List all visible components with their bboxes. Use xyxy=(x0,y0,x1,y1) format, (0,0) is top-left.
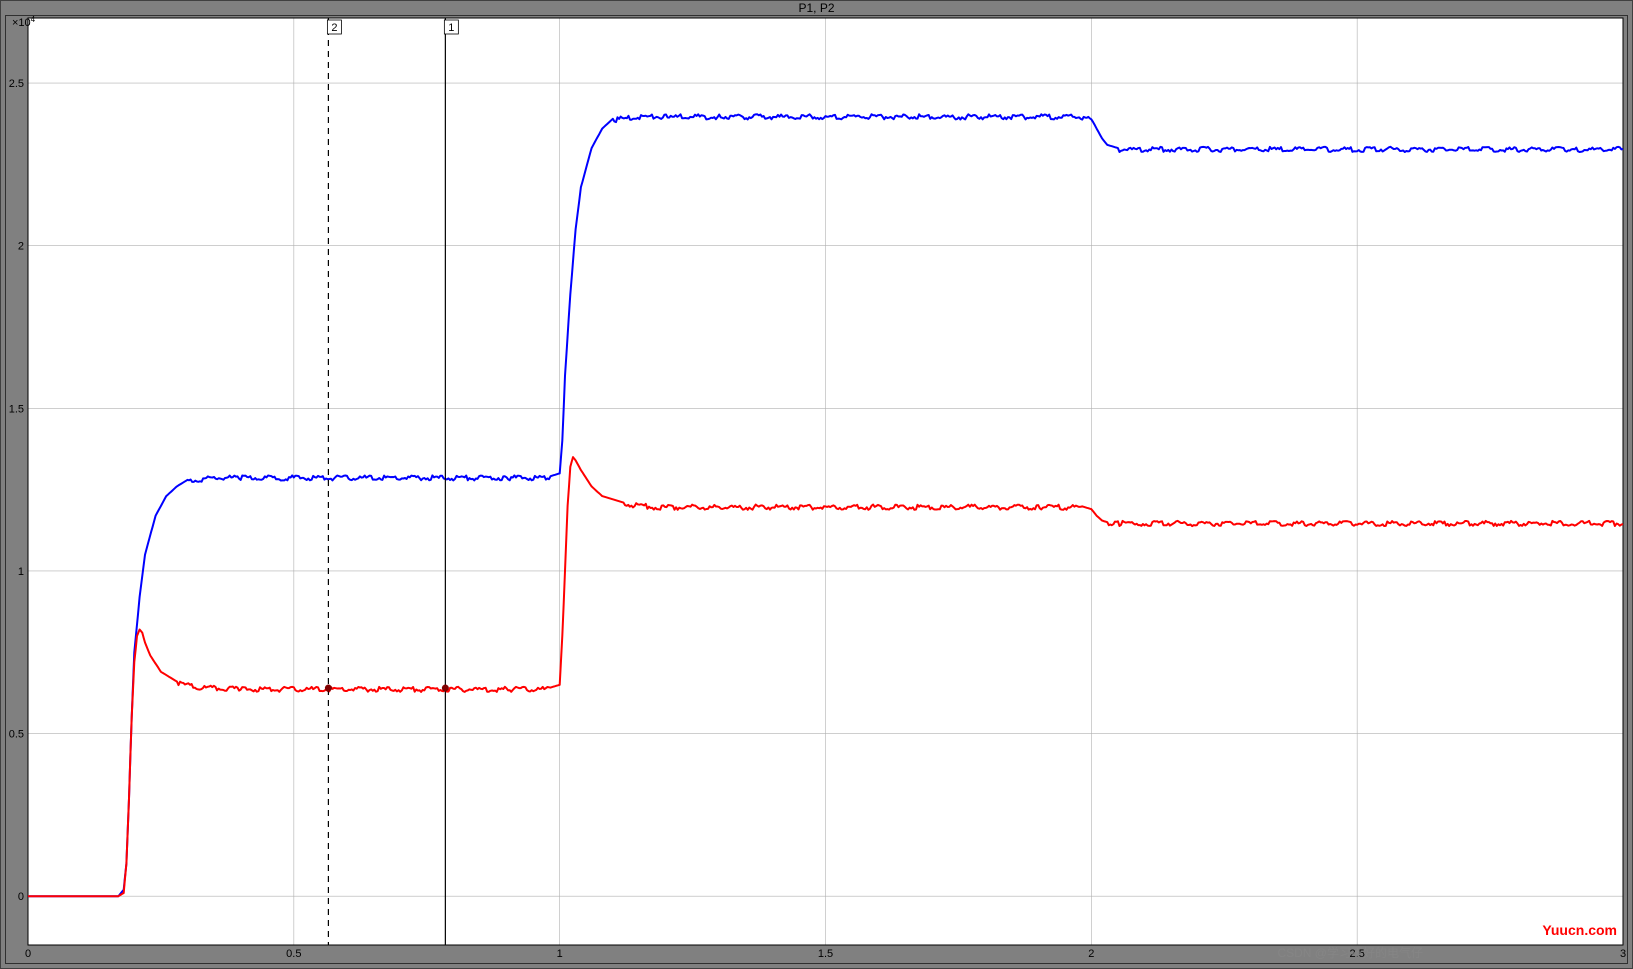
cursor-label-2: 2 xyxy=(331,22,337,34)
cursor-label-1: 1 xyxy=(448,22,454,34)
plot-svg: 00.511.522.5300.511.522.5×10412CSDN @学习不… xyxy=(6,16,1627,963)
x-tick-label: 0 xyxy=(25,948,31,960)
y-tick-label: 2 xyxy=(18,241,24,253)
cursor-marker-1 xyxy=(442,685,449,692)
x-tick-label: 3 xyxy=(1620,948,1626,960)
y-tick-label: 0.5 xyxy=(9,729,24,741)
x-tick-label: 1.5 xyxy=(818,948,833,960)
plot-title: P1, P2 xyxy=(1,1,1632,15)
scope-window: P1, P2 00.511.522.5300.511.522.5×10412CS… xyxy=(0,0,1633,969)
y-tick-label: 2.5 xyxy=(9,78,24,90)
cursor-marker-2 xyxy=(325,685,332,692)
x-tick-label: 2 xyxy=(1088,948,1094,960)
y-tick-label: 1.5 xyxy=(9,403,24,415)
watermark-csdn: CSDN @学习不好的电气仔 xyxy=(1277,945,1423,960)
y-tick-label: 1 xyxy=(18,566,24,578)
plot-container: 00.511.522.5300.511.522.5×10412CSDN @学习不… xyxy=(5,15,1628,964)
y-tick-label: 0 xyxy=(18,891,24,903)
x-tick-label: 1 xyxy=(557,948,563,960)
x-tick-label: 0.5 xyxy=(286,948,301,960)
watermark-yuucn: Yuucn.com xyxy=(1542,922,1617,938)
